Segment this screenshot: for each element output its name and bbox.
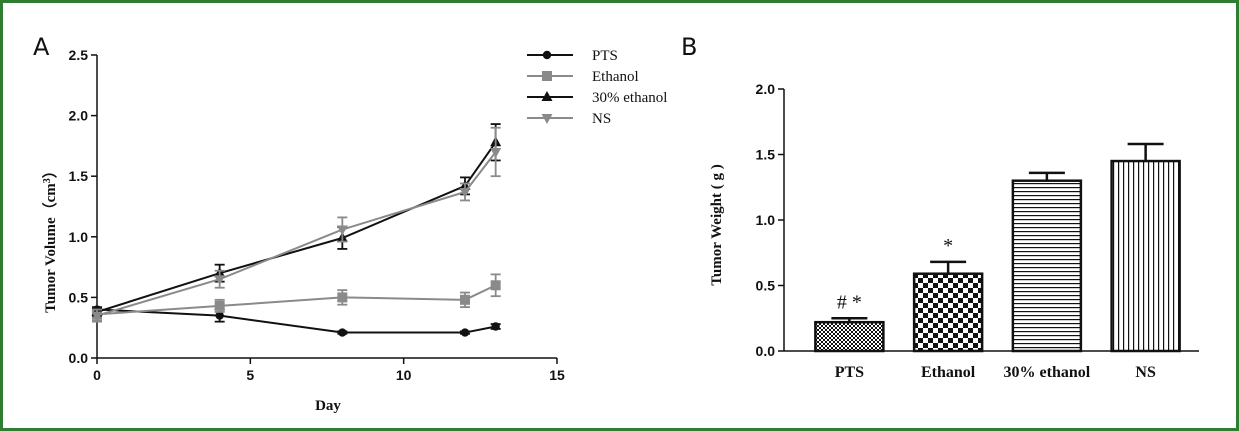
volume-y-axis-title-sup: 3	[42, 178, 53, 183]
series-line	[96, 308, 496, 334]
data-point	[490, 147, 502, 158]
volume-y-axis-title-main: Tumor Volume（cm	[41, 183, 59, 313]
data-point	[460, 294, 470, 305]
bar	[1110, 159, 1181, 353]
tumor-volume-line-chart: 0.0 0.5 1.0 1.5 2.0 2.5 0 5 10 15 Day Tumor Volum…	[41, 47, 667, 414]
volume-y-tick-label: 2.5	[69, 47, 89, 63]
volume-x-tick-label: 10	[396, 367, 412, 383]
volume-y-axis-title: Tumor Volume（cm3）	[41, 163, 59, 313]
figure-canvas: A B 0.0 0.5 1.0 1.5 2.0 2.5 0 5 10 15 Day Tumor V…	[33, 33, 1199, 414]
bar-group-ethanol: Ethanol *	[912, 235, 984, 381]
legend-label: Ethanol	[592, 69, 639, 85]
data-point	[490, 280, 501, 291]
data-point	[338, 328, 347, 337]
volume-y-tick-label: 1.5	[69, 168, 89, 184]
legend-marker	[542, 50, 552, 60]
legend-label: NS	[592, 111, 611, 127]
data-point	[337, 292, 348, 303]
panel-b-label: B	[681, 33, 697, 61]
weight-y-tick-label: 0.5	[756, 278, 776, 294]
volume-series-ns	[91, 126, 502, 323]
data-point	[336, 225, 348, 236]
volume-legend: PTS Ethanol 30% ethanol NS	[527, 48, 667, 127]
volume-x-tick-label: 5	[246, 367, 254, 383]
data-point	[459, 187, 471, 198]
bar-category-label: Ethanol	[921, 364, 976, 381]
bar-group-ns: NS	[1110, 142, 1181, 381]
bar	[912, 272, 984, 353]
legend-label: PTS	[592, 48, 618, 64]
panel-a-label: A	[33, 33, 50, 61]
volume-axes: 0.0 0.5 1.0 1.5 2.0 2.5 0 5 10 15	[69, 47, 565, 383]
legend-marker	[542, 71, 552, 81]
data-point	[91, 311, 103, 322]
legend-marker	[541, 114, 553, 124]
tumor-weight-bar-chart: 0.0 0.5 1.0 1.5 2.0 PTS # * Ethanol * 30% ethano…	[709, 81, 1199, 381]
volume-x-tick-label: 15	[549, 367, 565, 383]
volume-series-ethanol	[92, 273, 501, 322]
significance-marker: *	[943, 235, 953, 257]
bar-category-label: 30% ethanol	[1004, 364, 1091, 381]
bar-category-label: PTS	[835, 364, 864, 381]
series-line	[96, 284, 497, 316]
series-line	[96, 141, 497, 313]
weight-bars: PTS # * Ethanol * 30% ethanol NS	[814, 142, 1181, 381]
bar-category-label: NS	[1135, 364, 1156, 381]
weight-y-tick-label: 0.0	[756, 343, 776, 359]
weight-y-tick-label: 2.0	[756, 81, 776, 97]
data-point	[214, 275, 226, 286]
volume-x-tick-label: 0	[93, 367, 101, 383]
volume-series-30-ethanol	[91, 123, 502, 317]
weight-y-tick-label: 1.0	[756, 212, 776, 228]
weight-y-tick-label: 1.5	[756, 147, 776, 163]
bar-group-30-ethanol: 30% ethanol	[1004, 171, 1091, 381]
weight-y-axis-title: Tumor Weight ( g )	[709, 164, 725, 285]
bar	[1011, 179, 1083, 353]
volume-y-tick-label: 1.0	[69, 229, 89, 245]
volume-y-tick-label: 0.0	[69, 350, 89, 366]
significance-marker: # *	[837, 291, 862, 313]
data-point	[214, 300, 225, 311]
data-point	[215, 311, 224, 320]
bar-group-pts: PTS # *	[814, 291, 885, 381]
bar	[814, 320, 885, 353]
legend-label: 30% ethanol	[592, 90, 667, 106]
series-line	[96, 151, 497, 317]
legend-marker	[541, 91, 553, 101]
volume-x-axis-title: Day	[315, 398, 341, 414]
volume-series	[91, 123, 502, 337]
volume-y-axis-title-close: ）	[41, 163, 59, 178]
volume-y-tick-label: 0.5	[69, 289, 89, 305]
volume-y-tick-label: 2.0	[69, 108, 89, 124]
data-point	[460, 328, 470, 337]
data-point	[491, 322, 500, 331]
